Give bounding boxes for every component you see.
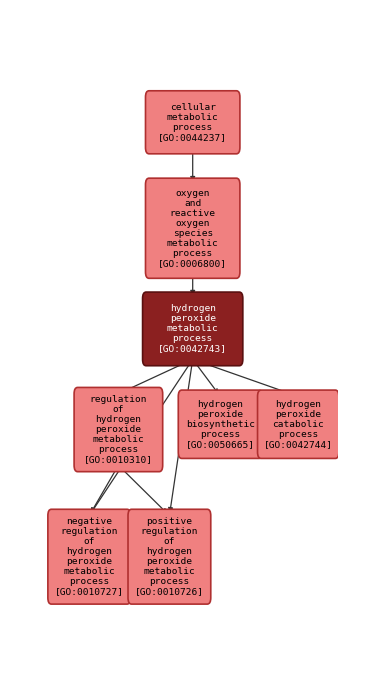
Text: hydrogen
peroxide
biosynthetic
process
[GO:0050665]: hydrogen peroxide biosynthetic process [… xyxy=(186,400,255,449)
Text: oxygen
and
reactive
oxygen
species
metabolic
process
[GO:0006800]: oxygen and reactive oxygen species metab… xyxy=(158,189,227,268)
FancyBboxPatch shape xyxy=(74,387,163,472)
Text: positive
regulation
of
hydrogen
peroxide
metabolic
process
[GO:0010726]: positive regulation of hydrogen peroxide… xyxy=(135,517,204,596)
FancyBboxPatch shape xyxy=(258,390,339,458)
FancyBboxPatch shape xyxy=(143,292,243,366)
Text: negative
regulation
of
hydrogen
peroxide
metabolic
process
[GO:0010727]: negative regulation of hydrogen peroxide… xyxy=(55,517,124,596)
Text: hydrogen
peroxide
catabolic
process
[GO:0042744]: hydrogen peroxide catabolic process [GO:… xyxy=(264,400,333,449)
Text: regulation
of
hydrogen
peroxide
metabolic
process
[GO:0010310]: regulation of hydrogen peroxide metaboli… xyxy=(84,395,153,464)
FancyBboxPatch shape xyxy=(48,509,130,604)
FancyBboxPatch shape xyxy=(146,178,240,279)
Text: hydrogen
peroxide
metabolic
process
[GO:0042743]: hydrogen peroxide metabolic process [GO:… xyxy=(158,304,227,354)
FancyBboxPatch shape xyxy=(178,390,262,458)
Text: cellular
metabolic
process
[GO:0044237]: cellular metabolic process [GO:0044237] xyxy=(158,103,227,142)
FancyBboxPatch shape xyxy=(146,91,240,154)
FancyBboxPatch shape xyxy=(128,509,211,604)
